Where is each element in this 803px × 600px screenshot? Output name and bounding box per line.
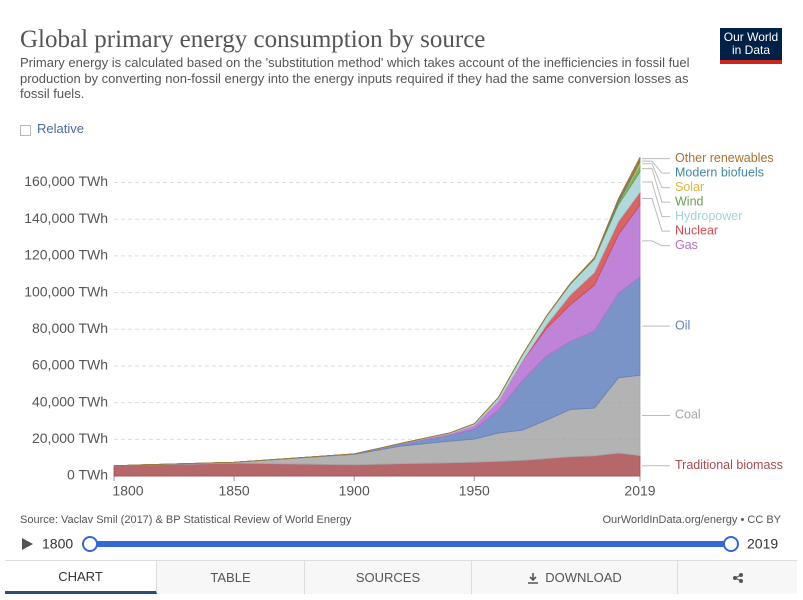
timeline-track[interactable] [90, 541, 731, 547]
y-tick-label: 120,000 TWh [24, 247, 108, 263]
tab-bar: CHART TABLE SOURCES DOWNLOAD [5, 560, 797, 594]
legend-leader [642, 197, 670, 232]
legend-label: Solar [675, 180, 704, 194]
chart-subtitle: Primary energy is calculated based on th… [20, 55, 690, 101]
y-tick-label: 40,000 TWh [32, 393, 108, 409]
x-tick-label: 1850 [219, 483, 250, 499]
relative-toggle[interactable]: Relative [20, 121, 84, 136]
y-tick-label: 60,000 TWh [32, 357, 108, 373]
y-tick-label: 160,000 TWh [24, 173, 108, 189]
play-button[interactable] [22, 538, 33, 550]
legend-leader [642, 181, 670, 218]
download-icon [528, 572, 539, 584]
timeline-graphic: 1800 2019 [22, 536, 778, 552]
legend-label: Gas [675, 238, 698, 252]
y-tick-label: 140,000 TWh [24, 210, 108, 226]
y-tick-label: 100,000 TWh [24, 283, 108, 299]
logo-text: in Data [731, 43, 771, 57]
timeline-end: 2019 [747, 536, 778, 552]
legend-label: Modern biofuels [675, 165, 764, 179]
x-tick-label: 1950 [459, 483, 490, 499]
x-tick-label: 1900 [339, 483, 370, 499]
tab[interactable]: TABLE [157, 561, 305, 594]
tab-label: DOWNLOAD [545, 570, 622, 585]
y-tick-label: 0 TWh [67, 467, 108, 483]
legend-label: Wind [675, 194, 704, 208]
source: Source: Vaclav Smil (2017) & BP Statisti… [20, 514, 352, 526]
tab[interactable] [678, 561, 797, 594]
tab[interactable]: SOURCES [305, 561, 472, 594]
legend-label: Nuclear [675, 223, 718, 237]
legend-label: Traditional biomass [675, 458, 783, 472]
legend-leader [642, 168, 670, 203]
timeline: 1800 2019 [20, 534, 790, 554]
legend-label: Other renewables [675, 151, 774, 165]
legend-label: Coal [675, 408, 701, 422]
legend-leader [642, 160, 670, 174]
area [113, 156, 641, 467]
tab[interactable]: CHART [5, 561, 157, 594]
legend-leader [642, 163, 670, 189]
x-tick-label: 1800 [112, 483, 143, 499]
timeline-start: 1800 [42, 536, 73, 552]
share-icon [732, 572, 743, 583]
credit[interactable]: OurWorldInData.org/energy • CC BY [602, 514, 782, 526]
chart-title: Global primary energy consumption by sou… [20, 26, 486, 53]
x-tick-label: 2019 [624, 483, 655, 499]
legend-leader [642, 240, 670, 247]
y-tick-label: 80,000 TWh [32, 320, 108, 336]
timeline-handle[interactable] [723, 536, 739, 552]
legend-label: Oil [675, 318, 690, 332]
checkbox-label: Relative [37, 121, 84, 136]
y-tick-label: 20,000 TWh [32, 430, 108, 446]
logo-text: Our World [723, 30, 779, 44]
logo[interactable]: Our World in Data [720, 28, 782, 64]
tab[interactable]: DOWNLOAD [472, 561, 678, 594]
timeline-handle[interactable] [82, 536, 98, 552]
checkbox[interactable] [20, 124, 31, 136]
legend-label: Hydropower [675, 209, 742, 223]
